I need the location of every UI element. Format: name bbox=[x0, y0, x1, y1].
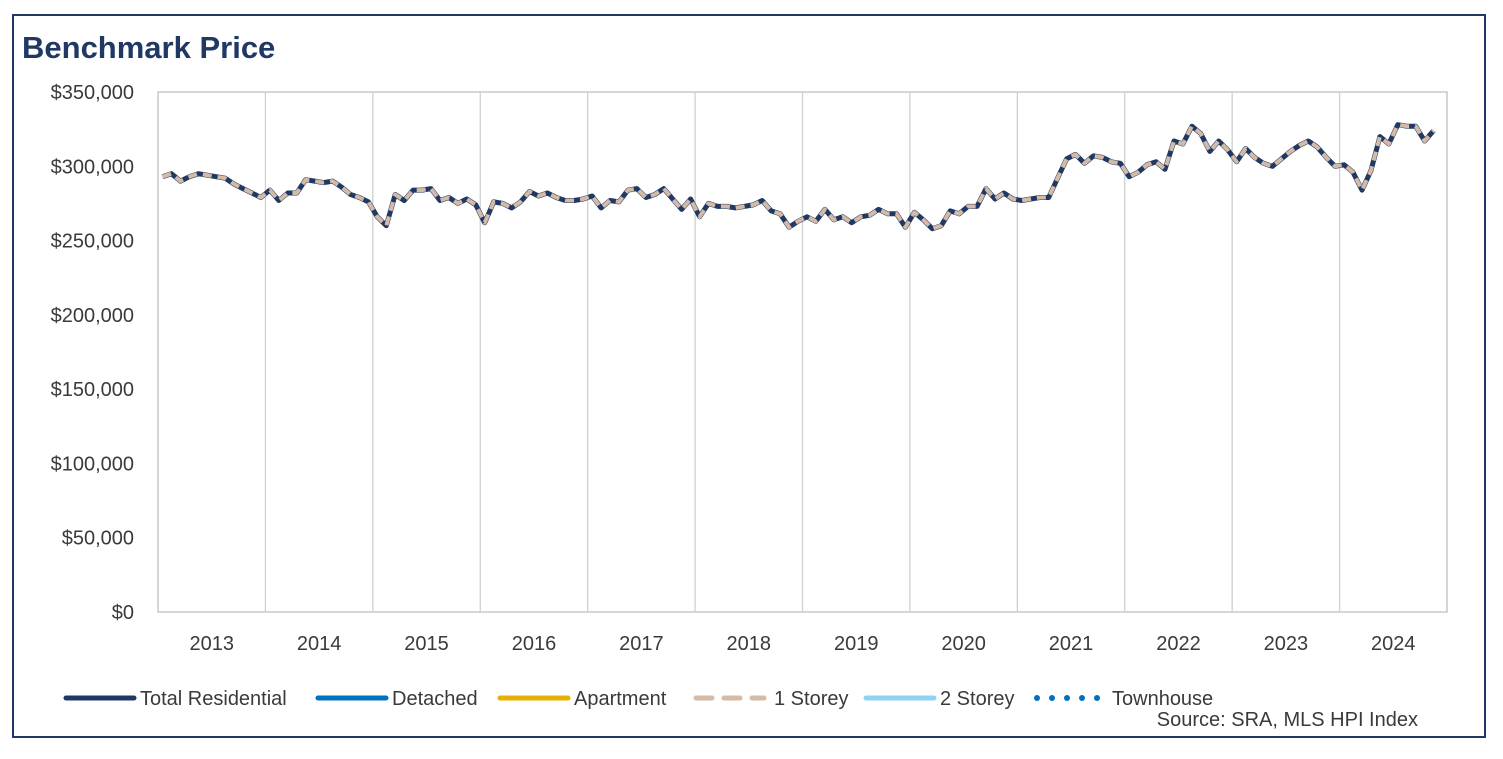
x-tick-label: 2022 bbox=[1156, 633, 1201, 655]
legend-label: Apartment bbox=[574, 688, 667, 710]
x-tick-label: 2020 bbox=[941, 633, 986, 655]
legend: Total Residential Detached Apartment 1 Stor… bbox=[63, 688, 1213, 710]
legend-label: Total Residential bbox=[140, 688, 287, 710]
legend-marker-dot bbox=[1049, 695, 1055, 701]
y-tick-label: $100,000 bbox=[51, 453, 134, 475]
legend-label: Townhouse bbox=[1112, 688, 1213, 710]
legend-marker-dot bbox=[1079, 695, 1085, 701]
series-lines bbox=[161, 122, 1436, 232]
x-tick-label: 2018 bbox=[727, 633, 772, 655]
legend-detached: Detached bbox=[315, 688, 478, 710]
grid-lines bbox=[157, 91, 1448, 613]
series-total-residential bbox=[161, 122, 1436, 232]
x-tick-label: 2023 bbox=[1264, 633, 1309, 655]
x-tick-label: 2014 bbox=[297, 633, 342, 655]
x-axis: 2013 2014 2015 2016 2017 2018 2019 2020 2021 2022… bbox=[189, 633, 1415, 655]
source-note: Source: SRA, MLS HPI Index bbox=[1156, 709, 1418, 731]
y-tick-label: $150,000 bbox=[51, 379, 134, 401]
legend-1-storey: 1 Storey bbox=[693, 688, 848, 710]
y-tick-label: $0 bbox=[112, 602, 134, 624]
x-tick-label: 2016 bbox=[512, 633, 557, 655]
chart-frame bbox=[12, 14, 1486, 738]
x-tick-label: 2024 bbox=[1371, 633, 1416, 655]
legend-label: 1 Storey bbox=[774, 688, 848, 710]
y-tick-label: $50,000 bbox=[62, 528, 134, 550]
x-tick-label: 2019 bbox=[834, 633, 879, 655]
y-tick-label: $200,000 bbox=[51, 305, 134, 327]
series-1-storey bbox=[161, 122, 1436, 231]
y-tick-label: $350,000 bbox=[51, 82, 134, 104]
legend-marker-dot bbox=[1034, 695, 1040, 701]
x-tick-label: 2017 bbox=[619, 633, 664, 655]
legend-apartment: Apartment bbox=[497, 688, 667, 710]
legend-2-storey: 2 Storey bbox=[863, 688, 1014, 710]
legend-townhouse: Townhouse bbox=[1034, 688, 1213, 710]
y-tick-label: $250,000 bbox=[51, 231, 134, 253]
x-tick-label: 2021 bbox=[1049, 633, 1094, 655]
x-tick-label: 2015 bbox=[404, 633, 449, 655]
y-axis: $0 $50,000 $100,000 $150,000 $200,000 $250,00… bbox=[51, 82, 134, 624]
legend-label: 2 Storey bbox=[940, 688, 1014, 710]
x-tick-label: 2013 bbox=[189, 633, 234, 655]
legend-total-residential: Total Residential bbox=[63, 688, 287, 710]
chart-title: Benchmark Price bbox=[22, 30, 276, 65]
legend-marker-dot bbox=[1064, 695, 1070, 701]
legend-marker-dot bbox=[1094, 695, 1100, 701]
legend-label: Detached bbox=[392, 688, 478, 710]
y-tick-label: $300,000 bbox=[51, 156, 134, 178]
